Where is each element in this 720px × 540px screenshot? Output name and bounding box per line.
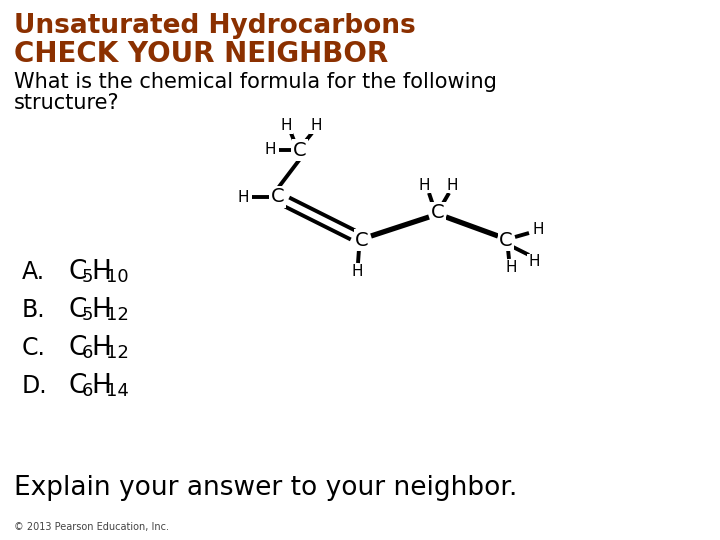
Text: CHECK YOUR NEIGHBOR: CHECK YOUR NEIGHBOR	[14, 40, 388, 68]
Text: H: H	[280, 118, 292, 133]
Text: C: C	[499, 231, 513, 249]
Text: H: H	[238, 190, 248, 205]
Text: H: H	[351, 265, 363, 280]
Text: C: C	[68, 335, 86, 361]
Text: structure?: structure?	[14, 93, 120, 113]
Text: Explain your answer to your neighbor.: Explain your answer to your neighbor.	[14, 475, 518, 501]
Text: 12: 12	[106, 344, 129, 362]
Text: H: H	[528, 254, 540, 269]
Text: H: H	[418, 178, 430, 192]
Text: H: H	[91, 259, 111, 285]
Text: H: H	[91, 373, 111, 399]
Text: H: H	[505, 260, 517, 275]
Text: 12: 12	[106, 306, 129, 324]
Text: 6: 6	[82, 382, 94, 400]
Text: 10: 10	[106, 268, 129, 286]
Text: A.: A.	[22, 260, 45, 284]
Text: B.: B.	[22, 298, 45, 322]
Text: C: C	[68, 373, 86, 399]
Text: C: C	[355, 231, 369, 249]
Text: H: H	[264, 143, 276, 158]
Text: 6: 6	[82, 344, 94, 362]
Text: C: C	[293, 140, 307, 159]
Text: C.: C.	[22, 336, 46, 360]
Text: C: C	[271, 187, 285, 206]
Text: © 2013 Pearson Education, Inc.: © 2013 Pearson Education, Inc.	[14, 522, 169, 532]
Text: H: H	[310, 118, 322, 133]
Text: 14: 14	[106, 382, 129, 400]
Text: What is the chemical formula for the following: What is the chemical formula for the fol…	[14, 72, 497, 92]
Text: 5: 5	[82, 306, 94, 324]
Text: H: H	[446, 178, 458, 192]
Text: 5: 5	[82, 268, 94, 286]
Text: H: H	[91, 335, 111, 361]
Text: C: C	[68, 259, 86, 285]
Text: H: H	[91, 297, 111, 323]
Text: C: C	[68, 297, 86, 323]
Text: D.: D.	[22, 374, 48, 398]
Text: Unsaturated Hydrocarbons: Unsaturated Hydrocarbons	[14, 13, 415, 39]
Text: C: C	[431, 204, 445, 222]
Text: H: H	[532, 222, 544, 238]
